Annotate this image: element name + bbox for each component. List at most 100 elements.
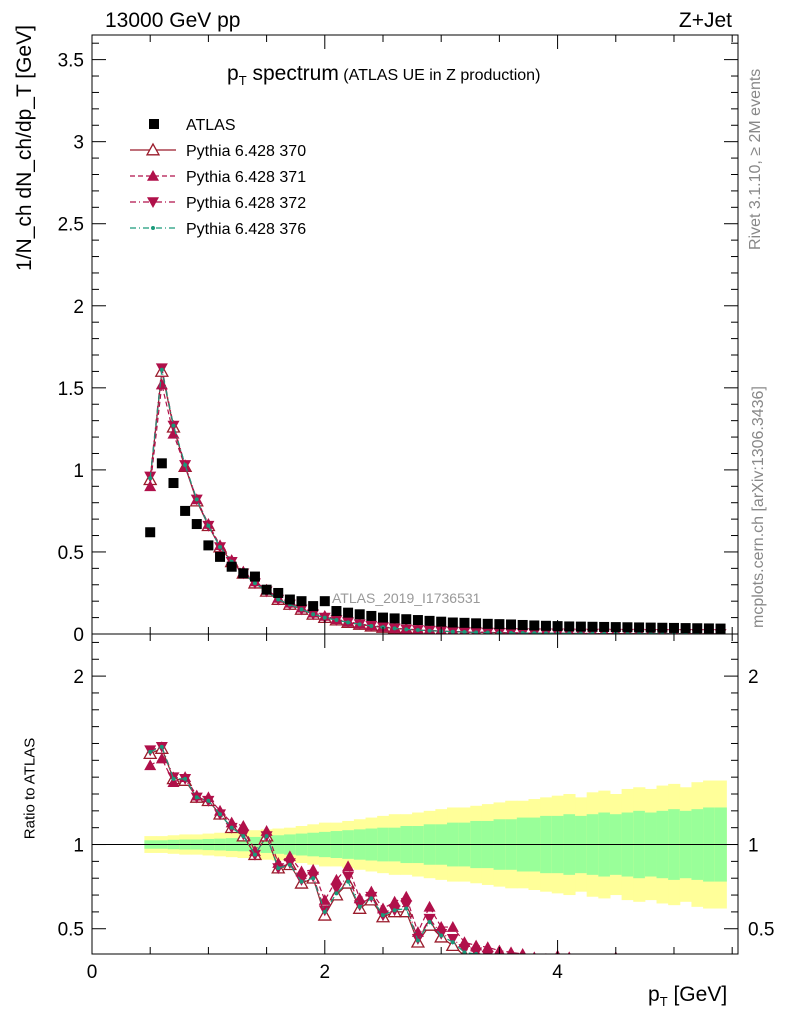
series-point [567, 971, 571, 975]
data-point [459, 617, 470, 628]
data-point [354, 609, 365, 620]
series-point [520, 631, 525, 634]
series-point [171, 776, 176, 781]
series-point [148, 749, 153, 754]
series-point [602, 631, 607, 634]
ratio-xtick-label: 4 [552, 962, 563, 983]
x-axis-label: pT [GeV] [648, 983, 727, 1009]
data-point [319, 596, 330, 607]
data-point [238, 568, 249, 579]
series-point [481, 950, 494, 954]
series-point [493, 956, 505, 967]
series-point [252, 581, 257, 586]
series-point [506, 946, 516, 954]
series-point [252, 852, 257, 857]
ratio-ytick-label: 0.5 [58, 920, 84, 941]
series-point [486, 955, 490, 959]
series-point [703, 965, 715, 976]
series-point [287, 862, 292, 867]
data-point [657, 622, 668, 633]
ratio-ytick-label: 2 [73, 667, 84, 688]
series-point [194, 497, 199, 502]
series-point [346, 620, 351, 625]
analysis-watermark: ATLAS_2019_I1736531 [332, 590, 481, 606]
data-point [447, 617, 458, 628]
main-ytick-label: 2 [73, 297, 84, 318]
data-point [308, 601, 319, 612]
series-point [148, 476, 153, 481]
series-point [446, 921, 459, 932]
series-point [575, 970, 587, 981]
series-point [505, 960, 517, 971]
series-point [206, 523, 211, 528]
series-point [587, 972, 599, 983]
legend-entry: Pythia 6.428 372 [130, 195, 306, 212]
series-point [229, 825, 234, 830]
series-point [598, 971, 610, 982]
series-point [311, 876, 316, 881]
series-point [218, 545, 223, 550]
data-point [389, 613, 400, 624]
main-ytick-label: 3.5 [58, 51, 84, 72]
series-point [415, 628, 420, 633]
series-point [446, 934, 459, 945]
data-point [599, 621, 610, 632]
series-point [486, 951, 490, 954]
series-point [521, 964, 525, 968]
ratio-ytick-label-right: 1 [748, 836, 759, 857]
main-ytick-label: 0.5 [58, 543, 84, 564]
data-point [424, 615, 435, 626]
series-point [369, 623, 374, 628]
main-ytick-labels: 0 0.5 1 1.5 2 2.5 3 3.5 [58, 51, 84, 646]
legend: ATLAS Pythia 6.428 370 Pythia 6.428 371 Pyt… [130, 117, 306, 238]
series-point [544, 967, 548, 971]
series-point [404, 906, 409, 911]
series-point [155, 378, 168, 390]
series-point [691, 963, 703, 974]
series-point [563, 966, 575, 977]
series-point [610, 973, 622, 984]
data-point [296, 596, 307, 607]
ratio-xtick-labels: 0 2 4 [87, 962, 564, 983]
mcplots-label: mcplots.cern.ch [arXiv:1306.3436] [750, 386, 767, 628]
series-point [621, 958, 633, 969]
series-point [563, 968, 575, 979]
ratio-ytick-label: 1 [73, 836, 84, 857]
chart-subtitle: (ATLAS UE in Z production) [343, 67, 541, 84]
ratio-xtick-label: 0 [87, 962, 98, 983]
data-point [645, 622, 656, 633]
data-point [249, 571, 260, 582]
series-point [380, 913, 385, 918]
series-point [598, 973, 610, 984]
ratio-ticks [92, 634, 738, 954]
series-point [481, 941, 494, 953]
series-point [528, 961, 540, 972]
series-line [150, 746, 485, 954]
data-point [343, 607, 354, 618]
series-point [276, 866, 281, 871]
series-point [621, 974, 633, 985]
main-panel: 0 0.5 1 1.5 2 2.5 3 3.5 ATLAS_2019_I1736531 [58, 34, 739, 646]
series-point [625, 977, 629, 981]
series-point [602, 976, 606, 980]
series-point [509, 630, 514, 634]
series-point [578, 631, 583, 634]
main-ytick-label: 2.5 [58, 215, 84, 236]
series-point [450, 940, 455, 945]
legend-entry: ATLAS [149, 117, 236, 134]
series-point [159, 367, 164, 372]
series-line [149, 746, 479, 954]
chart-title: pT spectrum (ATLAS UE in Z production) [227, 62, 540, 88]
series-point [540, 963, 552, 974]
series-point [579, 972, 583, 976]
ratio-uncertainty-bands [92, 780, 738, 909]
series-point [299, 879, 304, 884]
series-point [264, 834, 269, 839]
main-data-layer [143, 363, 727, 634]
data-point [517, 619, 528, 630]
legend-marker [149, 119, 159, 129]
legend-label: Pythia 6.428 376 [186, 221, 306, 238]
data-point [203, 540, 214, 551]
series-point [633, 976, 645, 987]
series-point [598, 956, 610, 967]
